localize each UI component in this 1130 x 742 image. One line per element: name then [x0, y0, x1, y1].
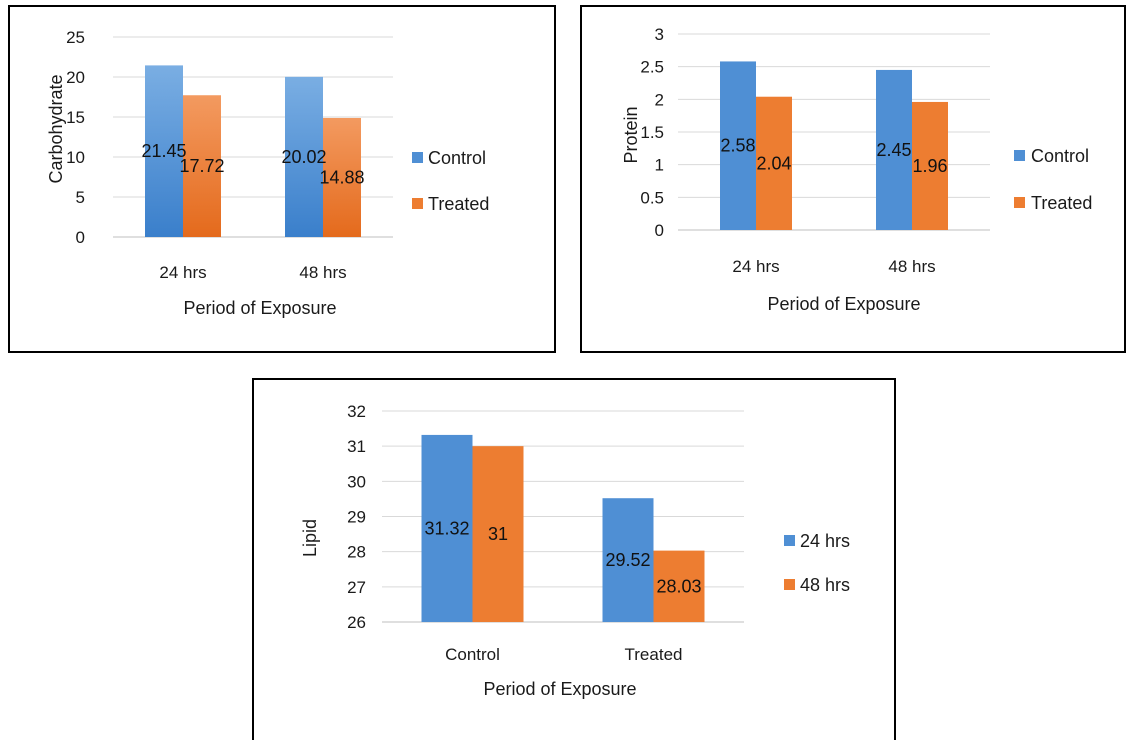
- y-tick-label: 20: [66, 68, 85, 87]
- protein-chart-panel: 0 0.5 1 1.5 2 2.5 3 2.58 2.04 2.45 1.96 24 hrs 48 …: [580, 5, 1126, 353]
- data-label: 2.58: [720, 136, 755, 156]
- x-axis-title: Period of Exposure: [483, 679, 636, 699]
- y-tick-label: 15: [66, 108, 85, 127]
- y-tick-label: 28: [347, 543, 366, 562]
- data-label: 2.04: [756, 153, 791, 173]
- legend: Control Treated: [1014, 146, 1092, 213]
- lipid-chart-panel: 26 27 28 29 30 31 32 31.32 31 29.52 28.03 Control…: [252, 378, 896, 740]
- data-label: 1.96: [912, 156, 947, 176]
- lipid-chart: 26 27 28 29 30 31 32 31.32 31 29.52 28.03 Control…: [300, 402, 850, 699]
- y-tick-label: 3: [655, 25, 664, 44]
- y-tick-label: 0: [655, 221, 664, 240]
- legend-swatch-48hrs: [784, 579, 795, 590]
- legend-swatch-control: [1014, 150, 1025, 161]
- legend: 24 hrs 48 hrs: [784, 531, 850, 595]
- x-axis-title: Period of Exposure: [767, 294, 920, 314]
- data-label: 20.02: [281, 147, 326, 167]
- bar-treated-24-hrs: [756, 96, 792, 230]
- y-tick-label: 25: [66, 28, 85, 47]
- y-axis-title: Carbohydrate: [46, 74, 66, 183]
- y-tick-label: 0: [76, 228, 85, 247]
- data-label: 17.72: [179, 156, 224, 176]
- data-label: 31: [488, 524, 508, 544]
- legend-swatch-24hrs: [784, 535, 795, 546]
- data-label: 2.45: [876, 140, 911, 160]
- data-label: 31.32: [424, 518, 469, 538]
- bar-treated-48-hrs: [912, 101, 948, 231]
- carbohydrate-chart-panel: 0 5 10 15 20 25 21.45 17.72 20.02 14.88 24 hrs 48…: [8, 5, 556, 353]
- bar-treated-48-hrs: [323, 117, 361, 237]
- y-tick-label: 32: [347, 402, 366, 421]
- bar-control-24-hrs: [720, 61, 756, 230]
- y-tick-label: 1.5: [640, 123, 664, 142]
- data-label: 21.45: [141, 141, 186, 161]
- data-label: 14.88: [319, 167, 364, 187]
- y-tick-label: 0.5: [640, 188, 664, 207]
- protein-chart: 0 0.5 1 1.5 2 2.5 3 2.582.04 2.451.96 24 hrs 48 …: [621, 25, 1092, 314]
- x-category-label: Control: [445, 645, 500, 664]
- y-tick-label: 2.5: [640, 58, 664, 77]
- legend-swatch-treated: [1014, 197, 1025, 208]
- y-tick-label: 2: [655, 90, 664, 109]
- y-tick-label: 26: [347, 613, 366, 632]
- y-tick-label: 10: [66, 148, 85, 167]
- y-tick-label: 29: [347, 508, 366, 527]
- bar-treated-24-hrs: [183, 95, 221, 238]
- legend-label-control: Control: [428, 148, 486, 168]
- legend-label-48hrs: 48 hrs: [800, 575, 850, 595]
- y-tick-label: 1: [655, 156, 664, 175]
- legend-label-24hrs: 24 hrs: [800, 531, 850, 551]
- y-tick-label: 27: [347, 578, 366, 597]
- legend-label-treated: Treated: [428, 194, 489, 214]
- legend: Control Treated: [412, 148, 489, 214]
- x-category-label: 48 hrs: [888, 257, 935, 276]
- bar-24-hrs-control: [421, 434, 473, 622]
- y-tick-label: 31: [347, 437, 366, 456]
- y-axis-title: Protein: [621, 106, 641, 163]
- bar-48-hrs-treated: [653, 550, 705, 622]
- x-axis-title: Period of Exposure: [183, 298, 336, 318]
- legend-swatch-control: [412, 152, 423, 163]
- bar-24-hrs-treated: [602, 498, 654, 622]
- legend-label-treated: Treated: [1031, 193, 1092, 213]
- x-category-label: 24 hrs: [732, 257, 779, 276]
- y-tick-label: 5: [76, 188, 85, 207]
- x-category-label: 24 hrs: [159, 263, 206, 282]
- x-category-label: 48 hrs: [299, 263, 346, 282]
- y-tick-label: 30: [347, 472, 366, 491]
- bar-48-hrs-control: [472, 446, 524, 622]
- bar-control-24-hrs: [145, 65, 183, 238]
- legend-label-control: Control: [1031, 146, 1089, 166]
- data-label: 28.03: [656, 576, 701, 596]
- bar-control-48-hrs: [876, 69, 912, 230]
- y-axis-title: Lipid: [300, 519, 320, 557]
- bar-control-48-hrs: [285, 76, 323, 237]
- x-category-label: Treated: [625, 645, 683, 664]
- data-label: 29.52: [605, 550, 650, 570]
- legend-swatch-treated: [412, 198, 423, 209]
